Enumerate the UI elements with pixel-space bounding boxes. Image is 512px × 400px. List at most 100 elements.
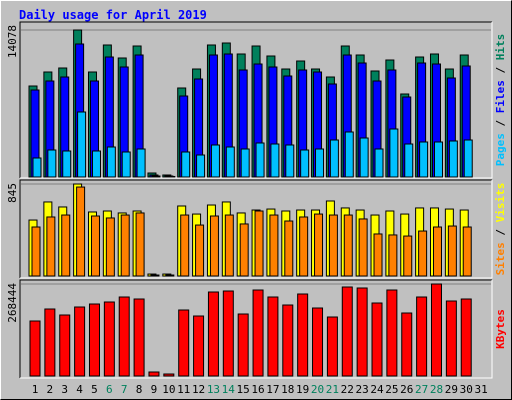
legend-separator: / — [494, 60, 507, 80]
bar — [329, 139, 339, 178]
bar — [193, 315, 205, 377]
bar — [359, 137, 369, 178]
bar — [371, 302, 383, 377]
bar — [388, 234, 398, 277]
bar — [445, 300, 457, 377]
x-tick-label: 4 — [76, 383, 83, 396]
legend-entry: Sites — [494, 242, 507, 275]
x-tick-label: 24 — [370, 383, 384, 396]
bar — [181, 151, 191, 178]
bar — [47, 149, 57, 178]
bar — [29, 320, 41, 377]
x-tick-label: 15 — [237, 383, 250, 396]
y-tick-label: 14078 — [6, 25, 19, 58]
x-tick-label: 14 — [222, 383, 236, 396]
x-tick-label: 13 — [207, 383, 220, 396]
bar — [150, 274, 160, 277]
bar — [62, 150, 72, 178]
bar — [148, 371, 160, 377]
bar — [419, 141, 429, 178]
bar — [433, 141, 443, 178]
x-tick-label: 11 — [177, 383, 190, 396]
panel-frame-light — [20, 22, 493, 179]
y-tick-label: 845 — [6, 183, 19, 203]
bar — [103, 301, 115, 377]
legend-entry: KBytes — [494, 309, 507, 349]
bar — [118, 296, 130, 377]
bar — [237, 313, 249, 377]
bar — [463, 139, 473, 178]
bar — [462, 226, 472, 277]
bar — [430, 283, 442, 377]
x-tick-label: 6 — [106, 383, 113, 396]
x-tick-label: 28 — [430, 383, 443, 396]
bar — [88, 303, 100, 377]
bar — [270, 143, 280, 178]
bar — [105, 217, 115, 277]
bar — [239, 223, 249, 277]
x-tick-label: 16 — [251, 383, 264, 396]
bar — [356, 287, 368, 377]
bar — [222, 290, 234, 377]
bar — [299, 216, 309, 277]
bar — [180, 214, 190, 277]
bar — [106, 146, 116, 178]
bar — [76, 186, 86, 277]
bar — [31, 226, 41, 277]
x-tick-label: 18 — [281, 383, 294, 396]
bar — [315, 148, 325, 178]
legend-separator: / — [494, 113, 507, 133]
legend-separator: / — [494, 222, 507, 242]
legend: Pages / Files / Hits — [494, 34, 507, 167]
x-tick-label: 7 — [121, 383, 128, 396]
x-tick-label: 27 — [415, 383, 428, 396]
legend-entry: Visits — [494, 183, 507, 223]
bar — [240, 148, 250, 178]
y-tick-label: 268444 — [6, 283, 19, 323]
bar — [297, 293, 309, 377]
x-tick-label: 9 — [151, 383, 158, 396]
bar — [314, 213, 324, 277]
legend-entry: Files — [494, 80, 507, 113]
bar — [282, 304, 294, 377]
x-tick-label: 20 — [311, 383, 324, 396]
x-tick-label: 2 — [47, 383, 54, 396]
bar — [267, 296, 279, 377]
x-tick-label: 3 — [61, 383, 68, 396]
x-tick-label: 8 — [136, 383, 143, 396]
x-tick-label: 10 — [162, 383, 175, 396]
panel-frame-light — [20, 280, 493, 379]
bar — [74, 306, 86, 377]
bar — [432, 226, 442, 277]
bar — [165, 274, 175, 277]
bar — [136, 148, 146, 178]
x-tick-label: 25 — [385, 383, 398, 396]
bar — [209, 215, 219, 277]
bar — [225, 146, 235, 178]
legend-entry: Pages — [494, 133, 507, 166]
bar — [401, 312, 413, 377]
bar — [61, 214, 71, 277]
bar — [312, 307, 324, 377]
bar — [386, 289, 398, 377]
bar — [121, 151, 131, 178]
bar — [91, 150, 101, 178]
bar — [389, 128, 399, 178]
bar — [59, 314, 71, 377]
panel-frame-dark — [19, 279, 492, 378]
bar — [343, 214, 353, 277]
x-tick-label: 5 — [91, 383, 98, 396]
x-tick-label: 22 — [341, 383, 354, 396]
bar — [326, 316, 338, 377]
x-tick-label: 31 — [474, 383, 487, 396]
chart-title: Daily usage for April 2019 — [19, 8, 207, 22]
bar — [373, 233, 383, 277]
bar — [300, 149, 310, 178]
bar — [133, 298, 145, 377]
x-tick-label: 12 — [192, 383, 205, 396]
bar — [196, 154, 206, 178]
x-tick-label: 21 — [326, 383, 339, 396]
x-tick-label: 30 — [460, 383, 473, 396]
bar — [135, 212, 145, 277]
